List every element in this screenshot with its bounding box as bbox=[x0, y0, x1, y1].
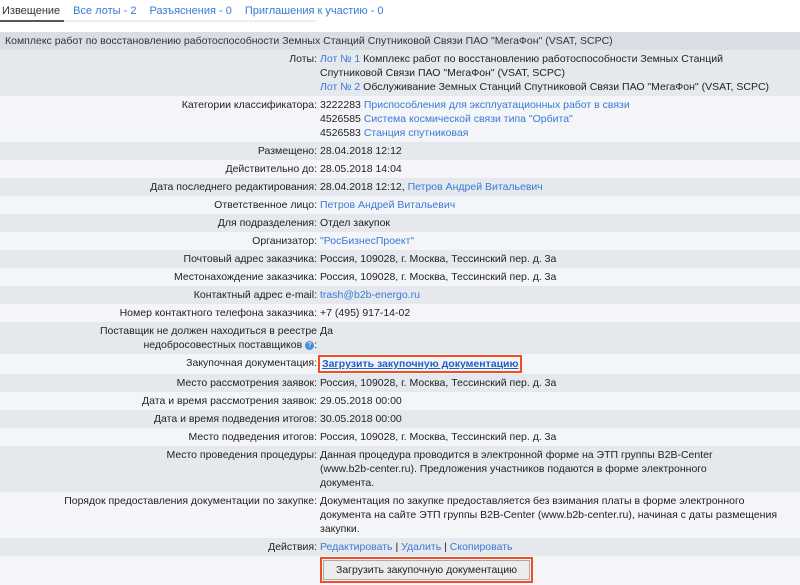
value: Данная процедура проводится в электронно… bbox=[320, 446, 800, 492]
row-edited: Дата последнего редактирования: 28.04.201… bbox=[0, 178, 800, 196]
value: Да bbox=[320, 322, 800, 354]
lot-1-link[interactable]: Лот № 1 bbox=[320, 53, 361, 65]
row-responsible: Ответственное лицо: Петров Андрей Виталье… bbox=[0, 196, 800, 214]
label: Контактный адрес e-mail: bbox=[0, 286, 320, 304]
tab-clarifications[interactable]: Разъяснения - 0 bbox=[149, 5, 232, 17]
category-code: 4526583 bbox=[320, 127, 361, 139]
row-review-date: Дата и время рассмотрения заявок: 29.05.2… bbox=[0, 392, 800, 410]
label: Для подразделения: bbox=[0, 214, 320, 232]
label: Место подведения итогов: bbox=[0, 428, 320, 446]
category-link[interactable]: Система космической связи типа "Орбита" bbox=[363, 113, 573, 125]
help-icon[interactable]: ? bbox=[305, 340, 315, 350]
delete-link[interactable]: Удалить bbox=[401, 541, 442, 553]
label: Поставщик не должен находиться в реестре… bbox=[99, 325, 317, 351]
tab-all-lots[interactable]: Все лоты - 2 bbox=[73, 5, 137, 17]
value: Россия, 109028, г. Москва, Тессинский пе… bbox=[320, 428, 800, 446]
lot-2-link[interactable]: Лот № 2 bbox=[320, 81, 361, 93]
value: Россия, 109028, г. Москва, Тессинский пе… bbox=[320, 268, 800, 286]
editor-link[interactable]: Петров Андрей Витальевич bbox=[407, 181, 543, 193]
row-posted: Размещено: 28.04.2018 12:12 bbox=[0, 142, 800, 160]
value: Документация по закупке предоставляется … bbox=[320, 492, 800, 538]
row-categories: Категории классификатора: 3222283 Приспо… bbox=[0, 96, 800, 142]
value: 28.04.2018 12:12 bbox=[320, 142, 800, 160]
tab-notice[interactable]: Извещение bbox=[0, 0, 65, 22]
label: Порядок предоставления документации по з… bbox=[0, 492, 320, 538]
tab-invitations[interactable]: Приглашения к участию - 0 bbox=[244, 5, 384, 17]
row-docs-order: Порядок предоставления документации по з… bbox=[0, 492, 800, 538]
row-actions: Действия: Редактировать | Удалить | Скоп… bbox=[0, 538, 800, 556]
row-results-place: Место подведения итогов: Россия, 109028, … bbox=[0, 428, 800, 446]
row-email: Контактный адрес e-mail: trash@b2b-energo… bbox=[0, 286, 800, 304]
tab-bar: Извещение Все лоты - 2 Разъяснения - 0 П… bbox=[0, 0, 384, 22]
edit-link[interactable]: Редактировать bbox=[320, 541, 393, 553]
label: Местонахождение заказчика: bbox=[0, 268, 320, 286]
value: Отдел закупок bbox=[320, 214, 800, 232]
label: Место рассмотрения заявок: bbox=[0, 374, 320, 392]
notice-table: Комплекс работ по восстановлению работос… bbox=[0, 32, 800, 585]
row-results-date: Дата и время подведения итогов: 30.05.201… bbox=[0, 410, 800, 428]
lot-2-text: Обслуживание Земных Станций Спутниковой … bbox=[363, 81, 770, 93]
label: Номер контактного телефона заказчика: bbox=[0, 304, 320, 322]
label: Ответственное лицо: bbox=[0, 196, 320, 214]
label: Дата последнего редактирования: bbox=[0, 178, 320, 196]
email-link[interactable]: trash@b2b-energo.ru bbox=[320, 289, 420, 301]
row-phone: Номер контактного телефона заказчика: +7 … bbox=[0, 304, 800, 322]
value: 30.05.2018 00:00 bbox=[320, 410, 800, 428]
value: 29.05.2018 00:00 bbox=[320, 392, 800, 410]
row-organizer: Организатор: "РосБизнесПроект" bbox=[0, 232, 800, 250]
label: Организатор: bbox=[0, 232, 320, 250]
highlight-box: Загрузить закупочную документацию bbox=[318, 355, 523, 373]
label: Закупочная документация: bbox=[0, 354, 320, 374]
label: Размещено: bbox=[0, 142, 320, 160]
label: Лоты: bbox=[0, 50, 320, 96]
label: Дата и время рассмотрения заявок: bbox=[0, 392, 320, 410]
row-lots: Лоты: Лот № 1 Комплекс работ по восстано… bbox=[0, 50, 800, 96]
row-location: Местонахождение заказчика: Россия, 109028… bbox=[0, 268, 800, 286]
category-code: 4526585 bbox=[320, 113, 361, 125]
separator: | bbox=[395, 541, 399, 553]
label: Категории классификатора: bbox=[0, 96, 320, 142]
row-postal: Почтовый адрес заказчика: Россия, 109028,… bbox=[0, 250, 800, 268]
category-link[interactable]: Приспособления для эксплуатационных рабо… bbox=[363, 99, 630, 111]
label: Дата и время подведения итогов: bbox=[0, 410, 320, 428]
highlight-box: Загрузить закупочную документацию bbox=[320, 557, 534, 583]
value: 28.05.2018 14:04 bbox=[320, 160, 800, 178]
row-registry: Поставщик не должен находиться в реестре… bbox=[0, 322, 800, 354]
category-code: 3222283 bbox=[320, 99, 361, 111]
category-link[interactable]: Станция спутниковая bbox=[363, 127, 469, 139]
notice-title: Комплекс работ по восстановлению работос… bbox=[0, 32, 800, 50]
upload-docs-button[interactable]: Загрузить закупочную документацию bbox=[323, 560, 531, 580]
value: Россия, 109028, г. Москва, Тессинский пе… bbox=[320, 250, 800, 268]
value: 28.04.2018 12:12, bbox=[320, 181, 405, 193]
lot-1-text: Комплекс работ по восстановлению работос… bbox=[320, 53, 723, 79]
label: Действительно до: bbox=[0, 160, 320, 178]
label: Действия: bbox=[0, 538, 320, 556]
organizer-link[interactable]: "РосБизнесПроект" bbox=[320, 235, 415, 247]
value: +7 (495) 917-14-02 bbox=[320, 304, 800, 322]
label: Почтовый адрес заказчика: bbox=[0, 250, 320, 268]
responsible-link[interactable]: Петров Андрей Витальевич bbox=[320, 199, 456, 211]
download-docs-link[interactable]: Загрузить закупочную документацию bbox=[322, 358, 519, 370]
label: Место проведения процедуры: bbox=[0, 446, 320, 492]
row-button: Загрузить закупочную документацию bbox=[0, 556, 800, 585]
value: Россия, 109028, г. Москва, Тессинский пе… bbox=[320, 374, 800, 392]
row-procedure-place: Место проведения процедуры: Данная процед… bbox=[0, 446, 800, 492]
row-valid: Действительно до: 28.05.2018 14:04 bbox=[0, 160, 800, 178]
row-department: Для подразделения: Отдел закупок bbox=[0, 214, 800, 232]
separator: | bbox=[444, 541, 447, 553]
row-review-place: Место рассмотрения заявок: Россия, 109028… bbox=[0, 374, 800, 392]
copy-link[interactable]: Скопировать bbox=[449, 541, 513, 553]
row-docs: Закупочная документация: Загрузить закупо… bbox=[0, 354, 800, 374]
